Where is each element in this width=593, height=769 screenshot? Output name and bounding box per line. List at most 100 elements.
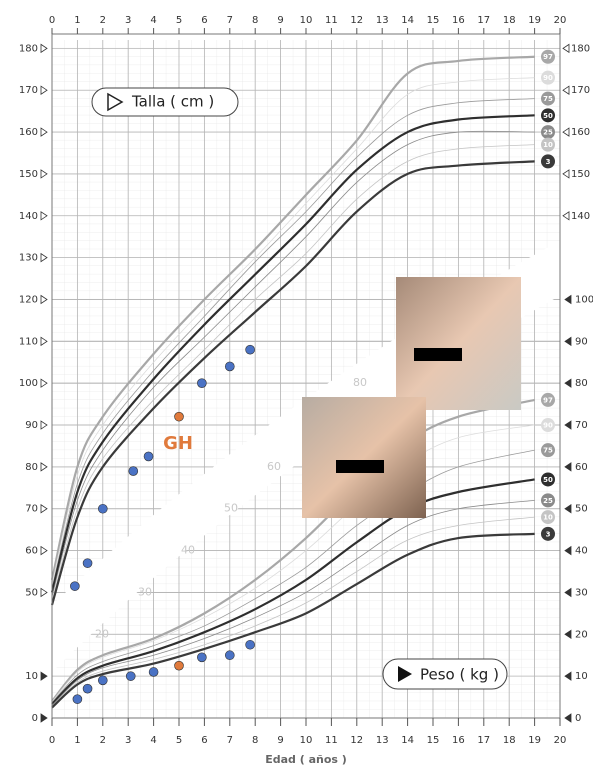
- tick-arrow: [563, 44, 569, 52]
- y2-tick-label: 0: [575, 713, 581, 724]
- growth-chart: Talla ( cm ) Peso ( kg ) GH Edad ( años …: [0, 0, 593, 769]
- x-tick-label: 2: [100, 735, 106, 746]
- percentile-label: 90: [543, 422, 553, 430]
- measurement: [246, 345, 255, 354]
- tick-arrow: [41, 379, 47, 387]
- x-tick-label: 4: [150, 735, 156, 746]
- band-label: 20: [95, 627, 109, 640]
- x-tick-label: 20: [554, 15, 567, 26]
- y-tick-label: 130: [19, 253, 38, 264]
- x-tick-label: 14: [401, 15, 414, 26]
- x-tick-label: 4: [150, 15, 156, 26]
- percentile-label: 3: [546, 158, 551, 166]
- measurement: [126, 672, 135, 681]
- tick-arrow: [565, 672, 571, 680]
- band-label: 30: [138, 585, 152, 598]
- x-tick-label: 11: [325, 15, 338, 26]
- percentile-label: 97: [543, 396, 553, 404]
- percentile-label: 75: [543, 95, 553, 103]
- y-tick-label: 120: [19, 294, 38, 305]
- x-tick-label: 13: [376, 735, 389, 746]
- x-tick-label: 11: [325, 735, 338, 746]
- y-tick-label: 70: [25, 504, 38, 515]
- tick-arrow: [41, 212, 47, 220]
- tick-arrow: [41, 588, 47, 596]
- y2-tick-label: 20: [575, 629, 588, 640]
- y-tick-label: 160: [571, 127, 590, 138]
- percentile-label: 50: [543, 476, 553, 484]
- x-tick-label: 2: [100, 15, 106, 26]
- measurement: [73, 695, 82, 704]
- height-label: Talla ( cm ): [131, 93, 214, 111]
- measurement: [129, 467, 138, 476]
- tick-arrow: [565, 714, 571, 722]
- x-axis-label: Edad ( años ): [265, 753, 347, 766]
- y-tick-label: 180: [571, 43, 590, 54]
- y2-tick-label: 10: [575, 671, 588, 682]
- percentile-label: 3: [546, 530, 551, 538]
- x-tick-label: 20: [554, 735, 567, 746]
- percentile-label: 97: [543, 53, 553, 61]
- y2-tick-label: 0: [32, 713, 38, 724]
- percentile-label: 10: [543, 141, 553, 149]
- percentile-label: 50: [543, 112, 553, 120]
- tick-arrow: [563, 86, 569, 94]
- y-tick-label: 180: [19, 43, 38, 54]
- percentile-label: 25: [543, 129, 553, 137]
- photo: [396, 277, 521, 410]
- measurement: [175, 661, 184, 670]
- x-tick-label: 12: [350, 15, 363, 26]
- x-tick-label: 5: [176, 15, 182, 26]
- x-tick-label: 16: [452, 15, 465, 26]
- percentile-label: 75: [543, 447, 553, 455]
- x-tick-label: 7: [227, 15, 233, 26]
- percentile-label: 90: [543, 74, 553, 82]
- tick-arrow: [565, 421, 571, 429]
- x-tick-label: 10: [300, 15, 313, 26]
- tick-arrow: [565, 337, 571, 345]
- y-tick-label: 170: [571, 85, 590, 96]
- photo: [302, 397, 426, 518]
- y-tick-label: 140: [571, 211, 590, 222]
- y-tick-label: 160: [19, 127, 38, 138]
- x-tick-label: 9: [277, 735, 283, 746]
- tick-arrow: [41, 337, 47, 345]
- y-tick-label: 80: [25, 462, 38, 473]
- y-tick-label: 150: [19, 169, 38, 180]
- y-tick-label: 100: [19, 378, 38, 389]
- x-tick-label: 18: [503, 735, 516, 746]
- measurement: [83, 559, 92, 568]
- percentile-label: 25: [543, 497, 553, 505]
- y2-tick-label: 30: [575, 587, 588, 598]
- x-tick-label: 15: [427, 15, 440, 26]
- tick-arrow: [41, 295, 47, 303]
- tick-arrow: [565, 379, 571, 387]
- tick-arrow: [565, 295, 571, 303]
- y-tick-label: 150: [571, 169, 590, 180]
- tick-arrow: [563, 170, 569, 178]
- weight-label: Peso ( kg ): [420, 666, 499, 684]
- x-tick-label: 16: [452, 735, 465, 746]
- tick-arrow: [41, 421, 47, 429]
- x-tick-label: 17: [477, 15, 490, 26]
- x-tick-label: 8: [252, 15, 258, 26]
- y-tick-label: 60: [25, 546, 38, 557]
- tick-arrow: [565, 463, 571, 471]
- tick-arrow: [563, 212, 569, 220]
- band-label: 60: [267, 460, 281, 473]
- y-tick-label: 110: [19, 336, 38, 347]
- y2-tick-label: 100: [575, 294, 593, 305]
- y2-tick-label: 50: [575, 504, 588, 515]
- measurement: [83, 684, 92, 693]
- y2-tick-label: 90: [575, 336, 588, 347]
- measurement: [175, 412, 184, 421]
- percentile-label: 10: [543, 514, 553, 522]
- measurement: [98, 504, 107, 513]
- measurement: [70, 582, 79, 591]
- x-tick-label: 6: [201, 15, 207, 26]
- measurement: [197, 379, 206, 388]
- eye-bar: [336, 460, 384, 473]
- tick-arrow: [41, 86, 47, 94]
- tick-arrow: [41, 44, 47, 52]
- eye-bar: [414, 348, 462, 361]
